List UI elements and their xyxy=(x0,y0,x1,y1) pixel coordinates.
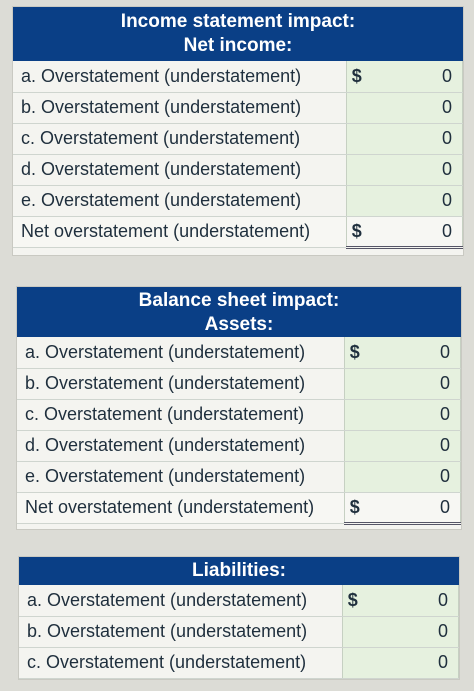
row-label-d: d. Overstatement (understatement) xyxy=(17,430,345,462)
liabilities-a-input[interactable]: 0 xyxy=(362,585,459,617)
dollar-cell xyxy=(346,92,367,124)
liabilities-b-input[interactable]: 0 xyxy=(362,616,459,648)
row-label-b: b. Overstatement (understatement) xyxy=(19,616,343,648)
income-statement-header: Income statement impact: Net income: xyxy=(13,7,463,61)
dollar-sign: $ xyxy=(344,337,365,369)
net-label: Net overstatement (understatement) xyxy=(13,215,347,248)
table-row: a. Overstatement (understatement) $ 0 xyxy=(19,585,459,617)
balance-sheet-header: Balance sheet impact: Assets: xyxy=(17,287,461,337)
row-label-e: e. Overstatement (understatement) xyxy=(13,185,347,217)
assets-e-input[interactable]: 0 xyxy=(364,461,461,493)
table-row: e. Overstatement (understatement) 0 xyxy=(17,461,461,493)
net-assets-total: 0 xyxy=(364,491,461,525)
income-b-input[interactable]: 0 xyxy=(366,92,463,124)
net-income-total: 0 xyxy=(366,215,463,249)
assets-c-input[interactable]: 0 xyxy=(364,399,461,431)
table-row: e. Overstatement (understatement) 0 xyxy=(13,185,463,217)
dollar-cell xyxy=(346,154,367,186)
row-label-c: c. Overstatement (understatement) xyxy=(13,123,347,155)
liabilities-section: Liabilities: a. Overstatement (understat… xyxy=(18,556,460,680)
table-row: d. Overstatement (understatement) 0 xyxy=(17,430,461,462)
dollar-cell xyxy=(344,368,365,400)
net-label: Net overstatement (understatement) xyxy=(17,491,345,524)
net-row: Net overstatement (understatement) $ 0 xyxy=(17,491,461,525)
income-statement-title: Income statement impact: xyxy=(120,11,356,32)
income-a-input[interactable]: 0 xyxy=(366,61,463,93)
table-row: a. Overstatement (understatement) $ 0 xyxy=(17,337,461,369)
assets-a-input[interactable]: 0 xyxy=(364,337,461,369)
income-statement-section: Income statement impact: Net income: a. … xyxy=(12,6,464,256)
dollar-sign: $ xyxy=(346,61,367,93)
row-label-a: a. Overstatement (understatement) xyxy=(19,585,343,617)
table-row: c. Overstatement (understatement) 0 xyxy=(19,647,459,679)
liabilities-header: Liabilities: xyxy=(19,557,459,585)
net-income-subtitle: Net income: xyxy=(183,35,293,56)
dollar-sign: $ xyxy=(342,585,363,617)
balance-sheet-title: Balance sheet impact: xyxy=(138,290,340,311)
liabilities-c-input[interactable]: 0 xyxy=(362,647,459,679)
dollar-sign: $ xyxy=(346,215,367,249)
dollar-cell xyxy=(344,430,365,462)
assets-b-input[interactable]: 0 xyxy=(364,368,461,400)
income-d-input[interactable]: 0 xyxy=(366,154,463,186)
dollar-cell xyxy=(346,185,367,217)
dollar-cell xyxy=(344,399,365,431)
liabilities-table: a. Overstatement (understatement) $ 0 b.… xyxy=(19,585,459,679)
table-row: c. Overstatement (understatement) 0 xyxy=(13,123,463,155)
row-label-a: a. Overstatement (understatement) xyxy=(17,337,345,369)
dollar-cell xyxy=(344,461,365,493)
row-label-c: c. Overstatement (understatement) xyxy=(19,647,343,679)
balance-sheet-section: Balance sheet impact: Assets: a. Oversta… xyxy=(16,286,462,530)
liabilities-title: Liabilities: xyxy=(192,560,286,581)
table-row: b. Overstatement (understatement) 0 xyxy=(13,92,463,124)
net-row: Net overstatement (understatement) $ 0 xyxy=(13,215,463,249)
table-row: d. Overstatement (understatement) 0 xyxy=(13,154,463,186)
row-label-d: d. Overstatement (understatement) xyxy=(13,154,347,186)
dollar-cell xyxy=(342,616,363,648)
income-e-input[interactable]: 0 xyxy=(366,185,463,217)
row-label-b: b. Overstatement (understatement) xyxy=(13,92,347,124)
income-c-input[interactable]: 0 xyxy=(366,123,463,155)
table-row: c. Overstatement (understatement) 0 xyxy=(17,399,461,431)
row-label-b: b. Overstatement (understatement) xyxy=(17,368,345,400)
row-label-c: c. Overstatement (understatement) xyxy=(17,399,345,431)
row-label-a: a. Overstatement (understatement) xyxy=(13,61,347,93)
table-row: b. Overstatement (understatement) 0 xyxy=(19,616,459,648)
row-label-e: e. Overstatement (understatement) xyxy=(17,461,345,493)
assets-subtitle: Assets: xyxy=(204,314,274,335)
table-row: b. Overstatement (understatement) 0 xyxy=(17,368,461,400)
dollar-sign: $ xyxy=(344,491,365,525)
net-income-table: a. Overstatement (understatement) $ 0 b.… xyxy=(13,61,463,249)
dollar-cell xyxy=(346,123,367,155)
assets-d-input[interactable]: 0 xyxy=(364,430,461,462)
table-row: a. Overstatement (understatement) $ 0 xyxy=(13,61,463,93)
assets-table: a. Overstatement (understatement) $ 0 b.… xyxy=(17,337,461,525)
dollar-cell xyxy=(342,647,363,679)
